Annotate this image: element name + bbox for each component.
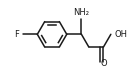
Text: O: O xyxy=(100,59,107,68)
Text: OH: OH xyxy=(115,30,128,39)
Text: F: F xyxy=(14,30,19,39)
Text: NH₂: NH₂ xyxy=(74,8,89,17)
